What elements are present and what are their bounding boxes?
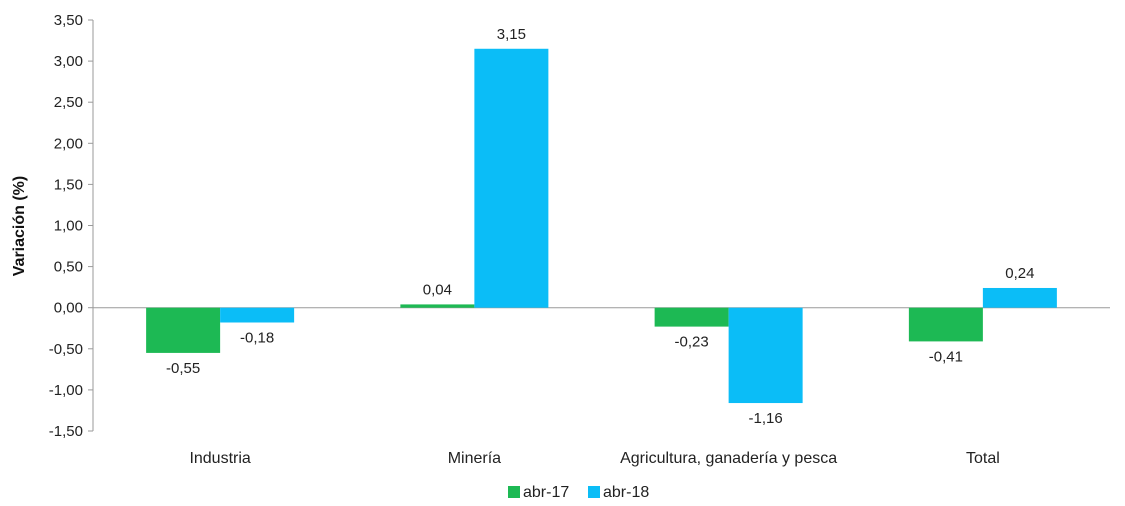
category-label: Industria (189, 450, 250, 467)
y-tick-label: 3,50 (54, 12, 83, 29)
bar-abr-17 (654, 307, 729, 327)
y-axis-ticks: -1,50 -1,00 -0,50 0,00 0,50 1,00 1,50 2,00 2,50 3… (49, 12, 93, 440)
data-label: 0,24 (1005, 265, 1034, 282)
bar-abr-18 (220, 307, 295, 323)
legend-swatch (508, 486, 520, 498)
category-label: Agricultura, ganadería y pesca (620, 450, 837, 467)
category-label: Total (966, 450, 1000, 467)
y-tick-label: 1,50 (54, 176, 83, 193)
data-label: -0,23 (675, 334, 709, 351)
data-label: -0,55 (166, 360, 200, 377)
bar-abr-18 (982, 287, 1057, 308)
legend-swatch (588, 486, 600, 498)
bars (146, 48, 1057, 404)
y-tick-label: 2,50 (54, 94, 83, 111)
data-label: 0,04 (423, 281, 452, 298)
y-tick-label: 0,50 (54, 259, 83, 276)
bar-abr-17 (908, 307, 983, 342)
y-tick-label: -1,50 (49, 423, 83, 440)
y-tick-label: 1,00 (54, 218, 83, 235)
data-label: -0,18 (240, 329, 274, 346)
data-label: 3,15 (497, 26, 526, 43)
data-labels: -0,55 -0,18 0,04 3,15 -0,23 -1,16 -0,41 0,24 (166, 26, 1034, 427)
y-axis-title: Variación (%) (11, 176, 28, 276)
legend: abr-17 abr-18 (508, 484, 649, 501)
bar-abr-18 (728, 307, 803, 404)
legend-label: abr-17 (523, 484, 569, 501)
y-tick-label: 3,00 (54, 53, 83, 70)
y-tick-label: -0,50 (49, 341, 83, 358)
y-tick-label: 2,00 (54, 135, 83, 152)
data-label: -1,16 (749, 410, 783, 427)
y-tick-label: -1,00 (49, 382, 83, 399)
category-labels: Industria Minería Agricultura, ganadería y… (189, 450, 999, 467)
axes (92, 20, 1110, 431)
legend-label: abr-18 (603, 484, 649, 501)
bar-abr-17 (146, 307, 221, 353)
bar-abr-18 (474, 48, 549, 308)
data-label: -0,41 (929, 348, 963, 365)
category-label: Minería (448, 450, 501, 467)
bar-abr-17 (400, 304, 475, 308)
y-tick-label: 0,00 (54, 300, 83, 317)
